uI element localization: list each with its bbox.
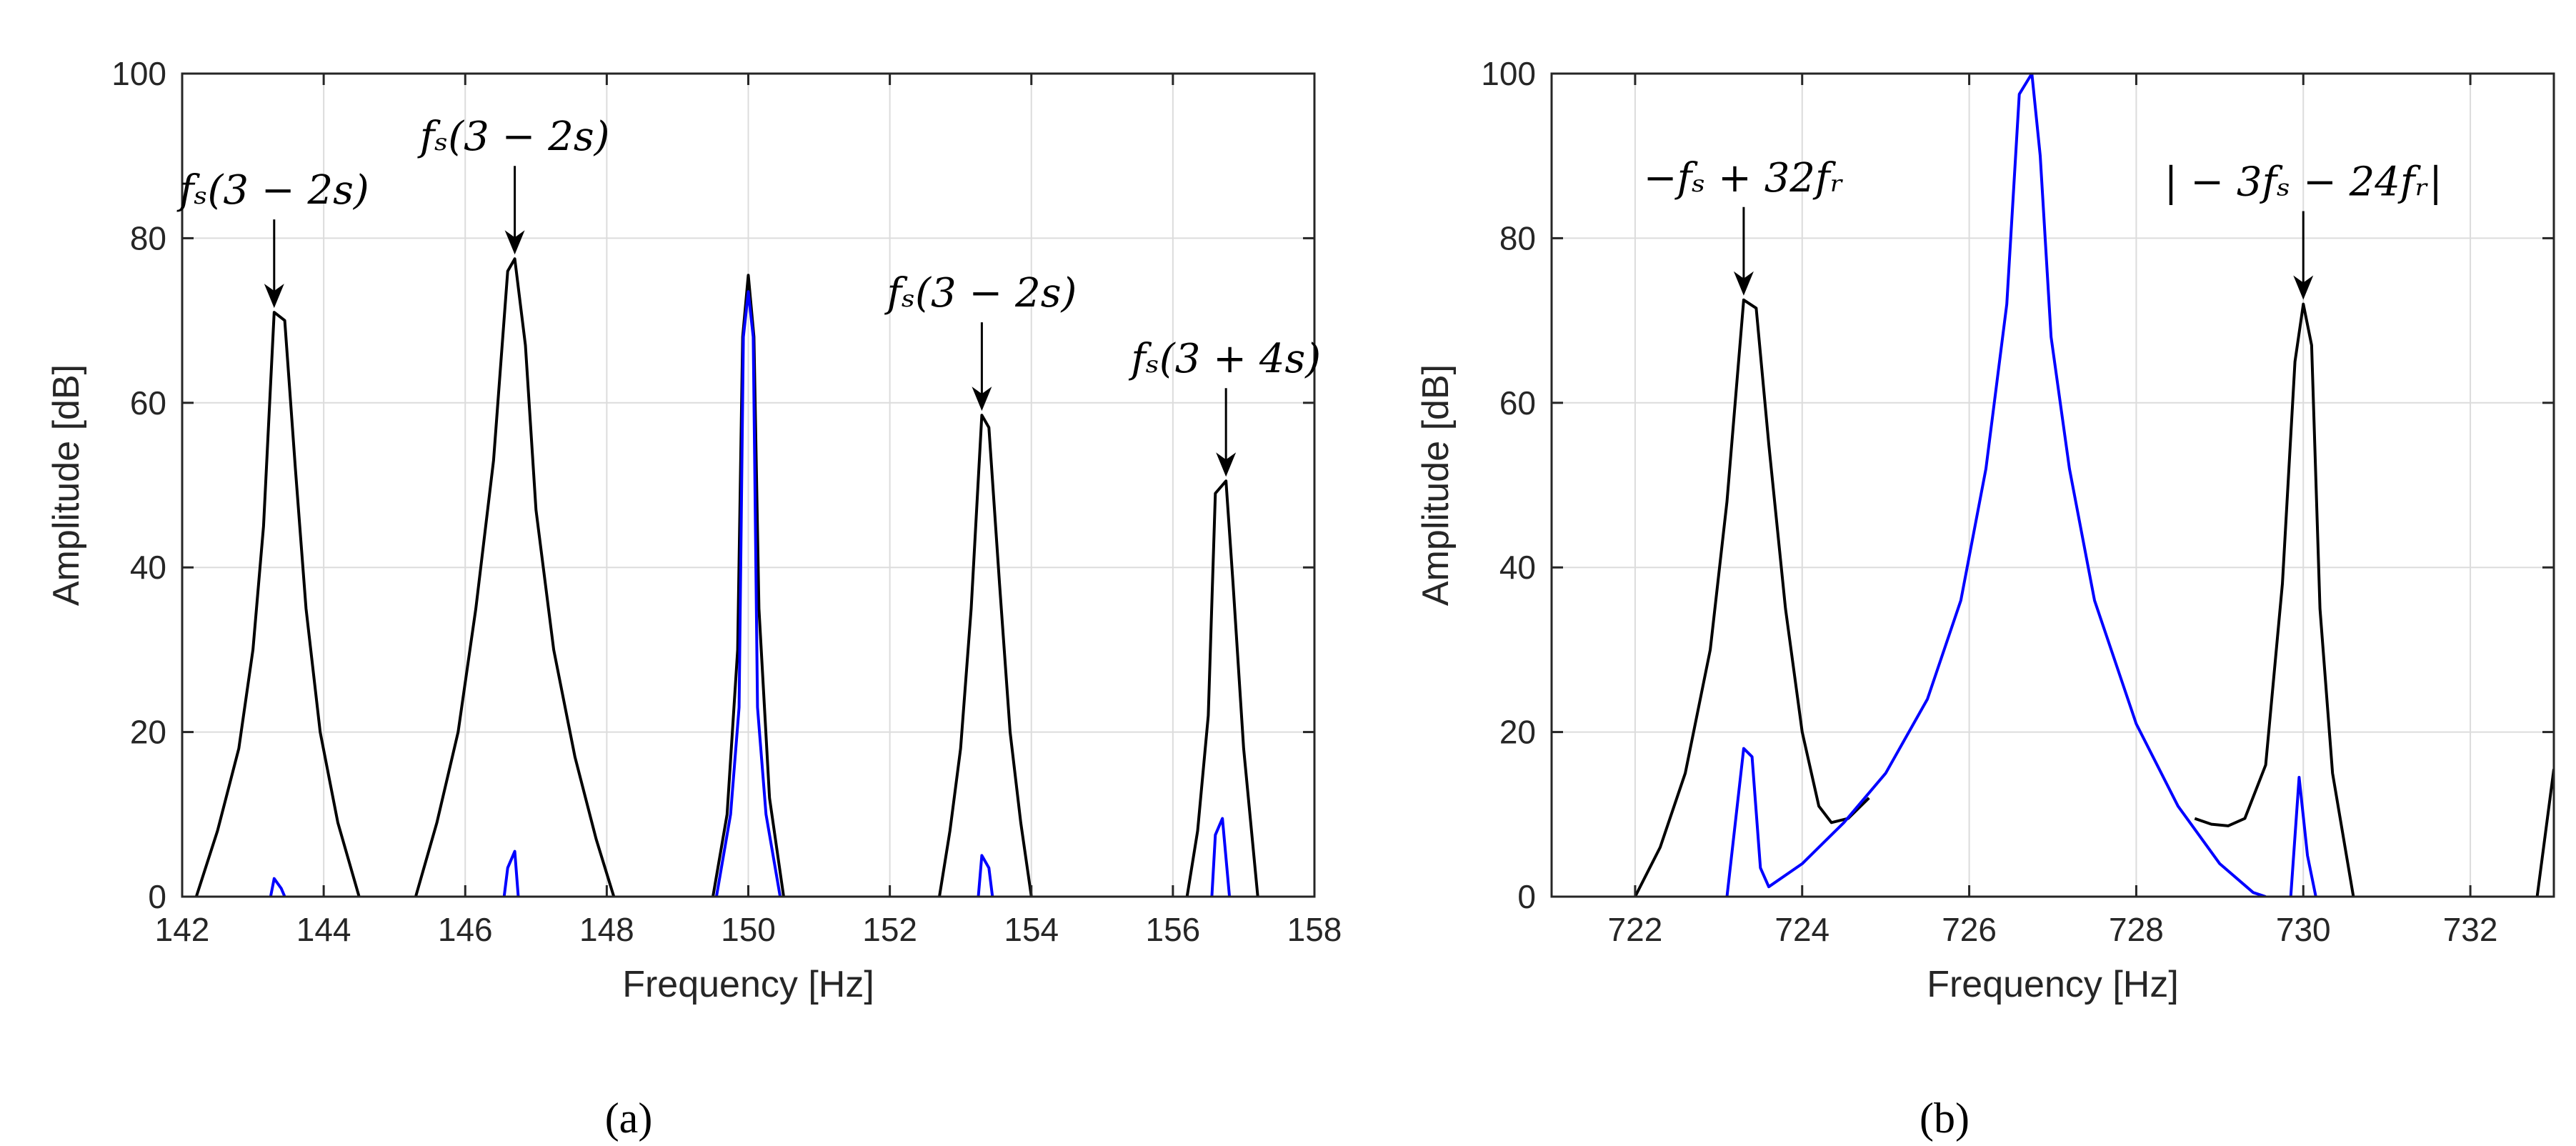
annotation-label-1: | − 3fₛ − 24fᵣ| <box>2165 159 2442 206</box>
x-tick-label-8: 158 <box>1287 911 1342 948</box>
series-black-segment-0 <box>1634 298 1870 897</box>
x-tick-label-0: 722 <box>1608 911 1663 948</box>
x-axis-label: Frequency [Hz] <box>622 964 874 1005</box>
x-tick-label-5: 732 <box>2443 911 2498 948</box>
series-blue-segment-3 <box>977 854 994 897</box>
x-tick-label-1: 144 <box>296 911 351 948</box>
annotation-arrow-head-0 <box>264 284 284 309</box>
plot-lines <box>1634 74 2554 897</box>
y-tick-label-4: 80 <box>1499 219 1536 256</box>
series-black-segment-2 <box>2535 769 2554 897</box>
annotation-label-0: −fₛ + 32fᵣ <box>1644 155 1844 201</box>
subfigure-caption: (b) <box>1919 1095 1970 1142</box>
plot-lines <box>194 257 1259 897</box>
series-blue-segment-1 <box>2289 776 2317 897</box>
y-tick-label-0: 0 <box>148 878 166 915</box>
annotation-arrow-head-2 <box>972 387 992 412</box>
y-tick-label-2: 40 <box>130 549 166 586</box>
series-black-segment-1 <box>414 257 616 897</box>
x-tick-label-4: 730 <box>2276 911 2331 948</box>
panel-b: 722 724 726 728 730 732 0 20 40 60 80 100 Frequency … <box>1415 55 2555 1142</box>
series-blue-segment-0 <box>269 877 286 897</box>
x-tick-label-1: 724 <box>1774 911 1829 948</box>
annotation-arrow-head-0 <box>1733 271 1754 296</box>
series-black-segment-0 <box>194 311 361 897</box>
y-tick-label-1: 20 <box>1499 714 1536 751</box>
x-tick-label-0: 142 <box>155 911 210 948</box>
x-tick-label-6: 154 <box>1004 911 1059 948</box>
y-tick-label-3: 60 <box>1499 384 1536 422</box>
axes-frame <box>1550 72 2555 898</box>
series-black-segment-4 <box>1185 479 1259 897</box>
annotation-label-3: fₛ(3 + 4s) <box>1128 336 1321 382</box>
series-blue-segment-1 <box>502 849 520 897</box>
subfigure-caption: (a) <box>605 1095 653 1142</box>
series-blue-segment-2 <box>714 290 782 897</box>
series-blue-segment-0 <box>1725 74 2267 897</box>
x-tick-label-3: 728 <box>2109 911 2164 948</box>
y-axis-label: Amplitude [dB] <box>46 364 87 606</box>
annotation-label-0: fₛ(3 − 2s) <box>176 167 369 214</box>
x-tick-label-5: 152 <box>862 911 917 948</box>
x-tick-label-4: 150 <box>721 911 776 948</box>
x-tick-label-3: 148 <box>579 911 634 948</box>
annotation-arrow-head-1 <box>2293 275 2314 300</box>
x-axis-label: Frequency [Hz] <box>1927 964 2179 1005</box>
series-black-segment-2 <box>712 274 785 897</box>
annotation-label-1: fₛ(3 − 2s) <box>417 114 610 160</box>
annotation-arrow-head-1 <box>504 230 525 255</box>
y-tick-label-2: 40 <box>1499 549 1536 586</box>
y-tick-label-5: 100 <box>111 55 166 92</box>
series-black-segment-3 <box>938 414 1033 897</box>
y-tick-label-3: 60 <box>130 384 166 422</box>
annotation-arrow-head-3 <box>1216 452 1237 477</box>
plot-area <box>1552 74 2554 897</box>
x-tick-label-7: 156 <box>1146 911 1201 948</box>
series-blue-segment-4 <box>1210 817 1232 897</box>
series-black-segment-1 <box>2194 302 2355 897</box>
x-tick-label-2: 146 <box>438 911 493 948</box>
y-axis-label: Amplitude [dB] <box>1415 364 1457 606</box>
y-tick-label-5: 100 <box>1481 55 1536 92</box>
annotation-label-2: fₛ(3 − 2s) <box>884 270 1077 317</box>
y-tick-label-1: 20 <box>130 714 166 751</box>
y-tick-label-4: 80 <box>130 219 166 256</box>
y-tick-label-0: 0 <box>1517 878 1536 915</box>
panel-a: 142 144 146 148 150 152 154 156 158 0 20 40 60 80 100 F… <box>46 55 1342 1142</box>
x-tick-label-2: 726 <box>1942 911 1997 948</box>
